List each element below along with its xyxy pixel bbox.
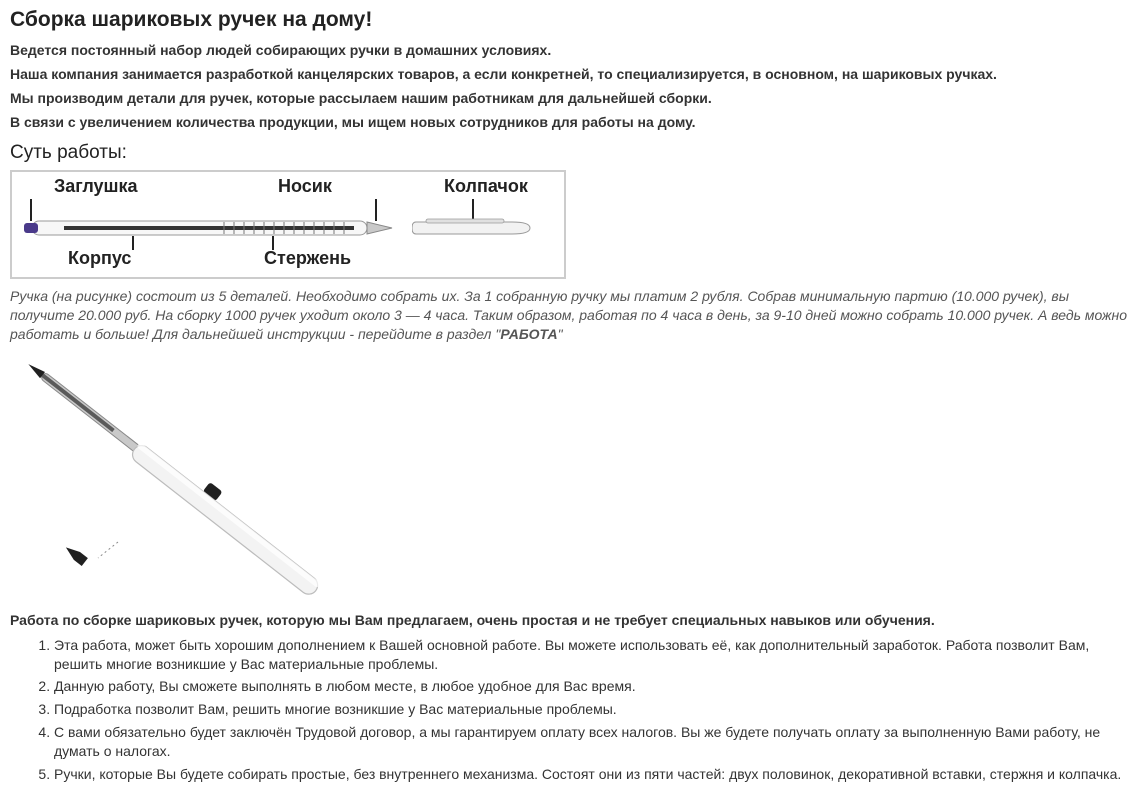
desc-prefix: Ручка (на рисунке) состоит из 5 деталей.… bbox=[10, 288, 1127, 342]
benefits-list: Эта работа, может быть хорошим дополнени… bbox=[10, 636, 1132, 784]
label-zaglushka: Заглушка bbox=[54, 176, 138, 197]
page-title: Сборка шариковых ручек на дому! bbox=[10, 8, 1132, 32]
intro-line-3: Мы производим детали для ручек, которые … bbox=[10, 90, 1132, 106]
benefit-4: С вами обязательно будет заключён Трудов… bbox=[54, 723, 1132, 761]
benefit-3: Подработка позволит Вам, решить многие в… bbox=[54, 700, 1132, 719]
description-italic: Ручка (на рисунке) состоит из 5 деталей.… bbox=[10, 287, 1132, 344]
strong-line: Работа по сборке шариковых ручек, котору… bbox=[10, 612, 1132, 628]
tick-nosik bbox=[375, 199, 377, 221]
desc-suffix: " bbox=[558, 326, 563, 342]
desc-bold: РАБОТА bbox=[500, 326, 557, 342]
benefit-2: Данную работу, Вы сможете выполнять в лю… bbox=[54, 677, 1132, 696]
pen-body-svg bbox=[24, 219, 394, 237]
intro-line-4: В связи с увеличением количества продукц… bbox=[10, 114, 1132, 130]
intro-line-2: Наша компания занимается разработкой кан… bbox=[10, 66, 1132, 82]
label-kolpachok: Колпачок bbox=[444, 176, 528, 197]
label-sterzhen: Стержень bbox=[264, 248, 351, 269]
tick-korpus bbox=[132, 236, 134, 250]
tick-sterzhen bbox=[272, 236, 274, 250]
label-korpus: Корпус bbox=[68, 248, 131, 269]
section-heading: Суть работы: bbox=[10, 142, 1132, 164]
pen-cap-svg bbox=[412, 218, 532, 238]
intro-line-1: Ведется постоянный набор людей собирающи… bbox=[10, 42, 1132, 58]
label-nosik: Носик bbox=[278, 176, 332, 197]
exploded-pen-illustration bbox=[10, 352, 410, 602]
benefit-1: Эта работа, может быть хорошим дополнени… bbox=[54, 636, 1132, 674]
benefit-5: Ручки, которые Вы будете собирать просты… bbox=[54, 765, 1132, 784]
pen-diagram: Заглушка Носик Колпачок Корпус Стержень bbox=[10, 170, 566, 279]
tick-zaglushka bbox=[30, 199, 32, 221]
